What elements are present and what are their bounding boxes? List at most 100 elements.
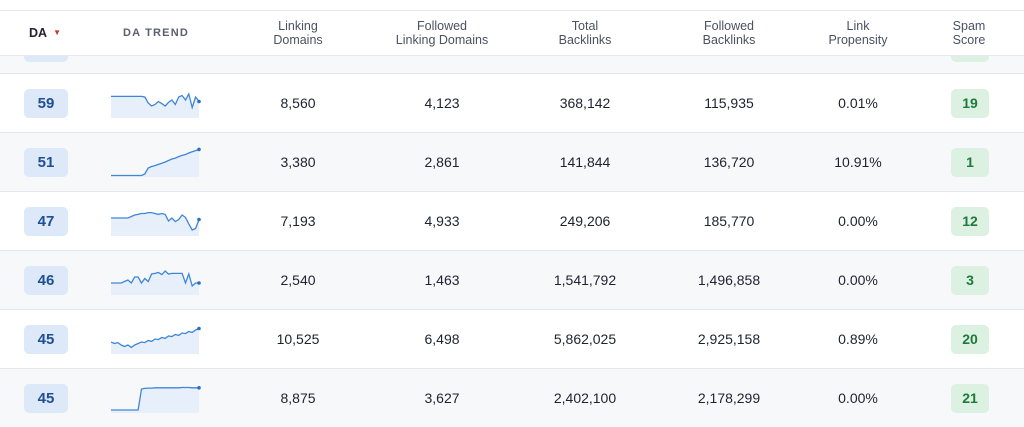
sparkline-line <box>110 327 200 349</box>
da-badge: 47 <box>24 206 68 236</box>
linking-domains-cell: 3,380 <box>280 154 316 170</box>
table-row[interactable]: 46 2,540 1,463 1,541,792 1,496,858 0.00% 3 <box>0 251 1024 310</box>
total-backlinks-cell: 5,862,025 <box>553 331 617 347</box>
da-cell: 51 <box>24 133 68 191</box>
da-badge: 51 <box>24 147 68 177</box>
sparkline-line <box>111 270 199 288</box>
sparkline-line <box>111 148 200 177</box>
column-header-label-line: Followed <box>416 19 468 33</box>
da-trend-sparkline <box>111 92 201 118</box>
da-cell: 59 <box>24 74 68 132</box>
sparkline-endpoint <box>197 386 201 390</box>
followed-backlinks-cell: 2,925,158 <box>697 331 761 347</box>
sparkline-area <box>111 271 199 295</box>
followed-linking-domains-cell: 4,933 <box>424 213 460 229</box>
da-trend-sparkline <box>111 147 201 177</box>
followed-backlinks-cell: 115,935 <box>704 95 754 111</box>
spam-score-badge: 21 <box>951 383 989 413</box>
link-propensity-cell: 0.00% <box>838 390 878 406</box>
sparkline-endpoint <box>197 99 201 104</box>
da-trend-cell <box>110 310 202 368</box>
column-header-linking-domains[interactable]: Linking Domains <box>273 11 322 55</box>
column-header-label-line: Linking Domains <box>395 33 489 47</box>
column-header-label-line: Total <box>571 19 599 33</box>
da-badge: 45 <box>24 324 68 354</box>
linking-domains-cell: 8,875 <box>280 390 316 406</box>
sparkline-area <box>111 94 199 118</box>
spam-score-cell: 1 <box>951 133 989 191</box>
column-header-label-line: Spam <box>952 19 986 33</box>
total-backlinks-cell: 249,206 <box>559 213 611 229</box>
table-row[interactable]: 51 3,380 2,861 141,844 136,720 10.91% 1 <box>0 133 1024 192</box>
link-propensity-cell: 10.91% <box>834 154 882 170</box>
table-row[interactable]: 59 8,560 4,123 368,142 115,935 0.01% 19 <box>0 74 1024 133</box>
total-backlinks-cell: 141,844 <box>559 154 611 170</box>
total-backlinks-cell: 2,402,100 <box>553 390 617 406</box>
total-backlinks-cell: 368,142 <box>559 95 611 111</box>
link-propensity-cell: 0.01% <box>838 95 878 111</box>
spam-score-badge: 12 <box>951 206 989 236</box>
spam-score-cell: 12 <box>951 192 989 250</box>
sparkline-endpoint <box>197 281 201 285</box>
sparkline-line <box>111 386 199 411</box>
spam-score-badge <box>951 56 989 62</box>
da-badge <box>24 56 68 62</box>
followed-linking-domains-cell: 4,123 <box>424 95 460 111</box>
sparkline-area <box>111 387 199 413</box>
table-header: DA ▼ DA TREND Linking Domains Followed L… <box>0 10 1024 56</box>
column-header-label-line: Followed <box>703 19 755 33</box>
linking-domains-cell: 8,560 <box>280 95 316 111</box>
link-propensity-cell: 0.00% <box>838 272 878 288</box>
column-header-followed-linking-domains[interactable]: Followed Linking Domains <box>396 11 488 55</box>
followed-backlinks-cell: 2,178,299 <box>697 390 761 406</box>
spam-score-cell: 19 <box>951 74 989 132</box>
da-trend-sparkline <box>111 270 201 295</box>
column-header-da[interactable]: DA ▼ <box>29 11 61 55</box>
table-row[interactable]: 47 7,193 4,933 249,206 185,770 0.00% 12 <box>0 192 1024 251</box>
total-backlinks-cell: 1,541,792 <box>553 272 617 288</box>
da-trend-cell <box>110 251 202 309</box>
column-header-label-line: Backlinks <box>558 33 612 47</box>
column-header-da-trend-label: DA TREND <box>122 27 190 39</box>
spam-score-badge: 3 <box>951 265 989 295</box>
followed-backlinks-cell: 136,720 <box>703 154 755 170</box>
da-cell: 45 <box>24 369 68 427</box>
sparkline-line <box>111 92 200 110</box>
da-cell: 46 <box>24 251 68 309</box>
table-body: 59 8,560 4,123 368,142 115,935 0.01% 19 51 3,380… <box>0 74 1024 427</box>
da-trend-sparkline <box>111 386 201 413</box>
da-trend-cell <box>110 74 202 132</box>
spam-score-cell: 20 <box>951 310 989 368</box>
spam-score-badge: 20 <box>951 324 989 354</box>
column-header-label-line: Backlinks <box>702 33 756 47</box>
da-cell: 45 <box>24 310 68 368</box>
column-header-total-backlinks[interactable]: Total Backlinks <box>559 11 612 55</box>
link-propensity-cell: 0.89% <box>838 331 878 347</box>
column-header-spam-score[interactable]: Spam Score <box>953 11 986 55</box>
da-badge: 59 <box>24 88 68 118</box>
table-row[interactable]: 45 10,525 6,498 5,862,025 2,925,158 0.89% 20 <box>0 310 1024 369</box>
followed-linking-domains-cell: 3,627 <box>424 390 460 406</box>
column-header-label-line: Score <box>952 33 986 47</box>
followed-linking-domains-cell: 1,463 <box>424 272 460 288</box>
sparkline-area <box>111 328 199 354</box>
spam-score-badge: 1 <box>951 147 989 177</box>
triangle-down-icon[interactable]: ▼ <box>53 28 61 37</box>
sparkline-line <box>111 211 200 231</box>
column-header-link-propensity[interactable]: Link Propensity <box>828 11 887 55</box>
link-propensity-cell: 0.00% <box>838 213 878 229</box>
linking-domains-cell: 10,525 <box>276 331 320 347</box>
sparkline-endpoint <box>197 326 201 331</box>
linking-domains-cell: 2,540 <box>280 272 316 288</box>
da-trend-sparkline <box>110 326 201 354</box>
column-header-label-line: Propensity <box>828 33 888 47</box>
da-trend-cell <box>110 133 202 191</box>
da-trend-sparkline <box>111 211 201 236</box>
followed-linking-domains-cell: 6,498 <box>424 331 460 347</box>
followed-backlinks-cell: 185,770 <box>703 213 755 229</box>
column-header-followed-backlinks[interactable]: Followed Backlinks <box>703 11 756 55</box>
followed-linking-domains-cell: 2,861 <box>424 154 460 170</box>
spam-score-cell: 3 <box>951 251 989 309</box>
sparkline-area <box>111 149 199 177</box>
table-row[interactable]: 45 8,875 3,627 2,402,100 2,178,299 0.00% 21 <box>0 369 1024 427</box>
